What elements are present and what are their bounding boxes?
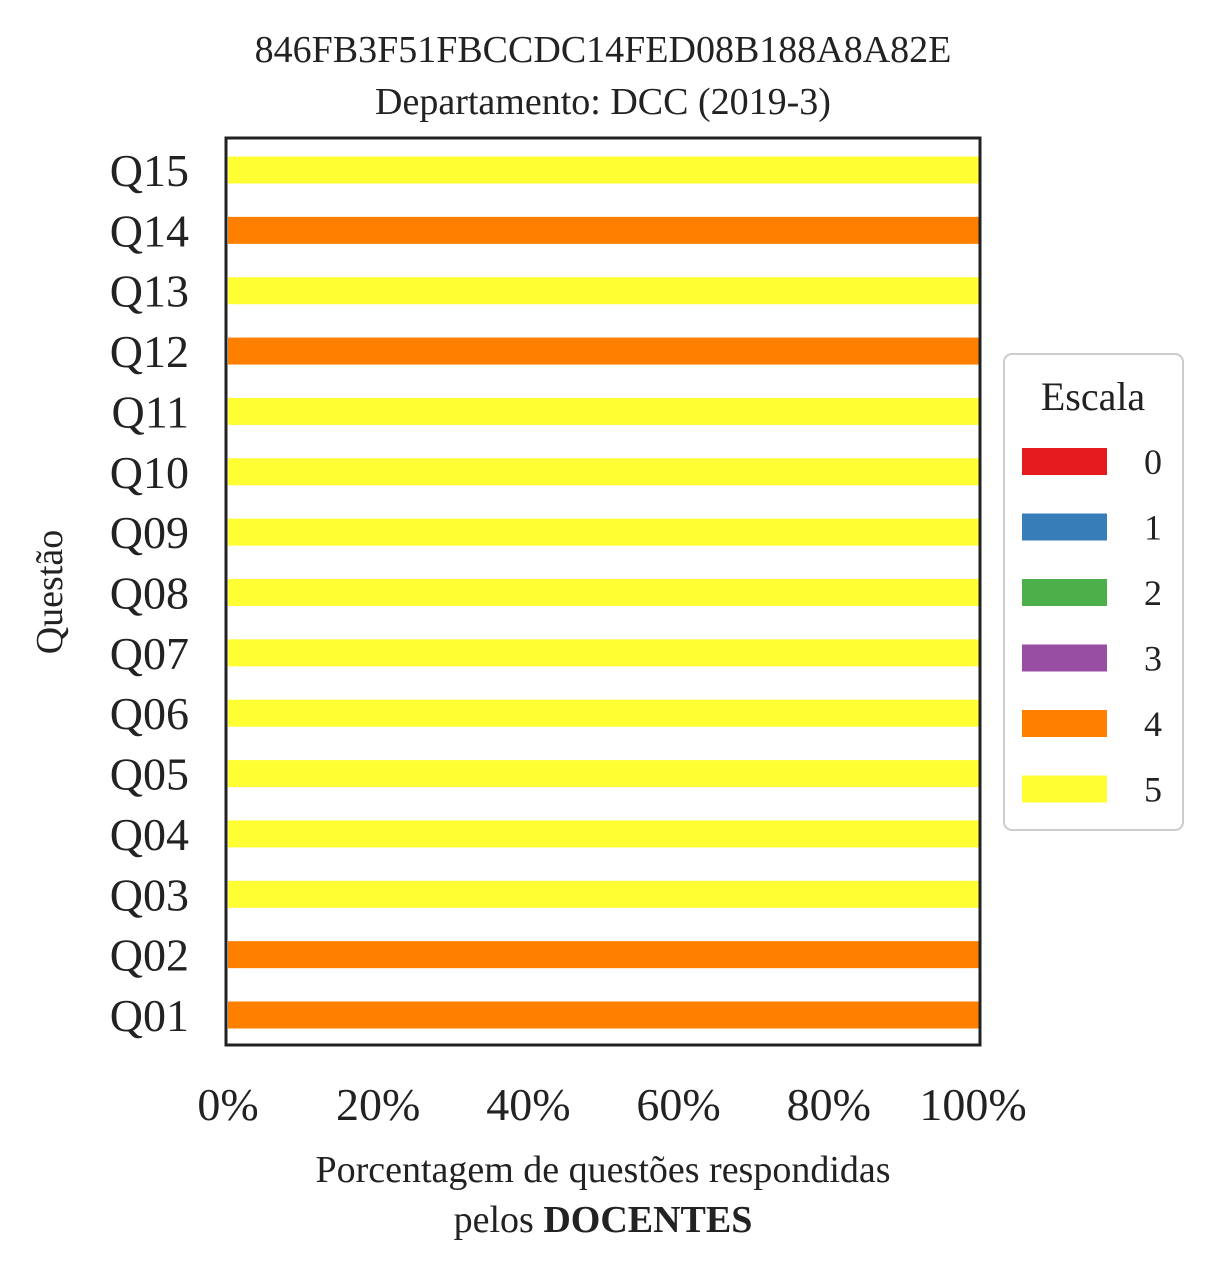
y-tick-label-q12: Q12 [110, 326, 189, 377]
y-tick-labels: Q01 Q02 Q03 Q04 Q05 Q06 Q07 Q08 Q09 Q10 Q11 Q12 Q13 Q… [110, 145, 189, 1041]
bar-q15-scale-5 [228, 156, 979, 184]
y-tick-label-q01: Q01 [110, 990, 189, 1041]
legend-swatch-5 [1022, 775, 1107, 803]
y-tick-label-q13: Q13 [110, 266, 189, 317]
y-tick-label-q15: Q15 [110, 145, 189, 196]
y-tick-label-q04: Q04 [110, 809, 189, 860]
x-tick-label-2: 40% [486, 1079, 570, 1130]
x-tick-label-3: 60% [636, 1079, 720, 1130]
bar-q04-scale-5 [228, 820, 979, 848]
bar-q06-scale-5 [228, 699, 979, 727]
legend-label-0: 0 [1144, 442, 1162, 482]
legend-swatch-0 [1022, 448, 1107, 475]
legend-label-2: 2 [1144, 573, 1162, 613]
legend-label-1: 1 [1144, 508, 1162, 548]
x-tick-label-1: 20% [336, 1079, 420, 1130]
bar-q09-scale-5 [228, 518, 979, 546]
y-tick-label-q07: Q07 [110, 628, 189, 679]
y-axis-label: Questão [29, 530, 71, 655]
bar-q05-scale-5 [228, 760, 979, 788]
x-axis-label-bold: DOCENTES [543, 1199, 752, 1241]
bar-q14-scale-4 [228, 216, 979, 244]
chart-title-line-1: 846FB3F51FBCCDC14FED08B188A8A82E [255, 29, 952, 71]
y-tick-label-q10: Q10 [110, 447, 189, 498]
plot-frame [224, 136, 982, 1047]
y-tick-label-q08: Q08 [110, 568, 189, 619]
legend-label-5: 5 [1144, 770, 1162, 810]
y-tick-label-q09: Q09 [110, 507, 189, 558]
legend-title: Escala [1041, 374, 1146, 419]
bar-q01-scale-4 [228, 1001, 979, 1029]
bar-q08-scale-5 [228, 579, 979, 606]
legend-swatch-4 [1022, 710, 1107, 737]
chart-title-line-2: Departamento: DCC (2019-3) [375, 81, 831, 123]
legend-swatch-1 [1022, 513, 1107, 541]
bar-q10-scale-5 [228, 458, 979, 486]
bar-q02-scale-4 [228, 941, 979, 969]
bar-q11-scale-5 [228, 397, 979, 425]
legend-items: 0 1 2 3 4 5 [1022, 442, 1162, 810]
y-tick-label-q14: Q14 [110, 205, 189, 256]
legend-label-3: 3 [1144, 639, 1162, 679]
bar-q07-scale-5 [228, 639, 979, 667]
y-tick-label-q06: Q06 [110, 688, 189, 739]
y-tick-label-q02: Q02 [110, 930, 189, 981]
x-tick-label-0: 0% [197, 1079, 258, 1130]
y-tick-label-q03: Q03 [110, 869, 189, 920]
legend: Escala 0 1 2 3 4 5 [1003, 353, 1184, 831]
bars-group [228, 156, 979, 1029]
bar-q13-scale-5 [228, 277, 979, 305]
legend-swatch-2 [1022, 579, 1107, 606]
legend-swatch-3 [1022, 644, 1107, 672]
legend-label-4: 4 [1144, 704, 1162, 744]
x-tick-label-5: 100% [919, 1079, 1026, 1130]
x-tick-label-4: 80% [787, 1079, 871, 1130]
x-axis-label-line-1: Porcentagem de questões respondidas [315, 1149, 890, 1191]
x-axis-label-line-2: pelos DOCENTES [454, 1199, 753, 1241]
y-tick-label-q11: Q11 [111, 386, 189, 437]
bar-q03-scale-5 [228, 880, 979, 908]
x-axis-label-prefix: pelos [454, 1199, 544, 1241]
bar-q12-scale-4 [228, 337, 979, 365]
x-tick-labels: 0% 20% 40% 60% 80% 100% [197, 1079, 1026, 1130]
y-tick-label-q05: Q05 [110, 749, 189, 800]
